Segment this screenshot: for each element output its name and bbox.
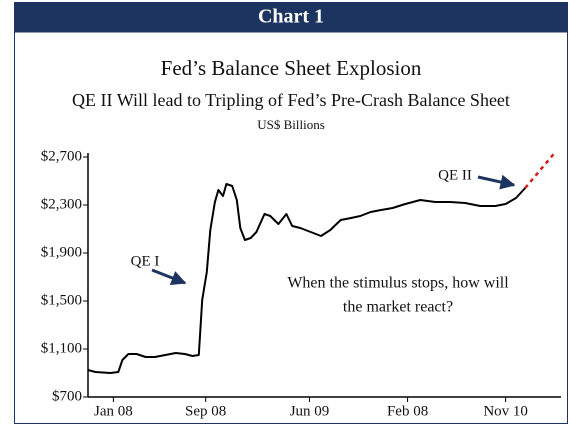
y-tick-label: $2,700 <box>41 148 82 164</box>
y-tick-label: $1,500 <box>41 292 82 308</box>
chart-title: Fed’s Balance Sheet Explosion <box>161 56 422 80</box>
arrow <box>151 268 187 286</box>
header-bar <box>14 2 568 33</box>
x-tick-label: Jun 09 <box>290 403 330 419</box>
y-tick-label: $700 <box>52 388 82 404</box>
annotation: the market react? <box>343 299 453 316</box>
annotation: QE II <box>438 167 472 183</box>
unit: US$ Billions <box>257 117 325 132</box>
frame <box>14 2 568 424</box>
x-tick-label: Nov 10 <box>483 403 528 419</box>
subtitle: QE II Will lead to Tripling of Fed’s Pre… <box>72 90 510 110</box>
series-line <box>87 183 526 374</box>
y-tick-label: $2,300 <box>41 196 82 212</box>
annotation: When the stimulus stops, how will <box>287 275 509 292</box>
x-tick-label: Feb 08 <box>387 403 428 419</box>
arrow <box>477 174 516 190</box>
header: Chart 1 <box>258 6 324 28</box>
x-tick-label: Sep 08 <box>185 403 226 419</box>
x-tick-label: Jan 08 <box>94 403 133 419</box>
y-tick-label: $1,900 <box>41 244 82 260</box>
y-tick-label: $1,100 <box>41 340 82 356</box>
annotation: QE I <box>131 253 160 269</box>
